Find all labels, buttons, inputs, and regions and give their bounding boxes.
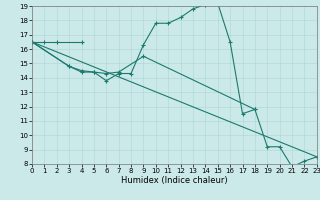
X-axis label: Humidex (Indice chaleur): Humidex (Indice chaleur) <box>121 176 228 185</box>
